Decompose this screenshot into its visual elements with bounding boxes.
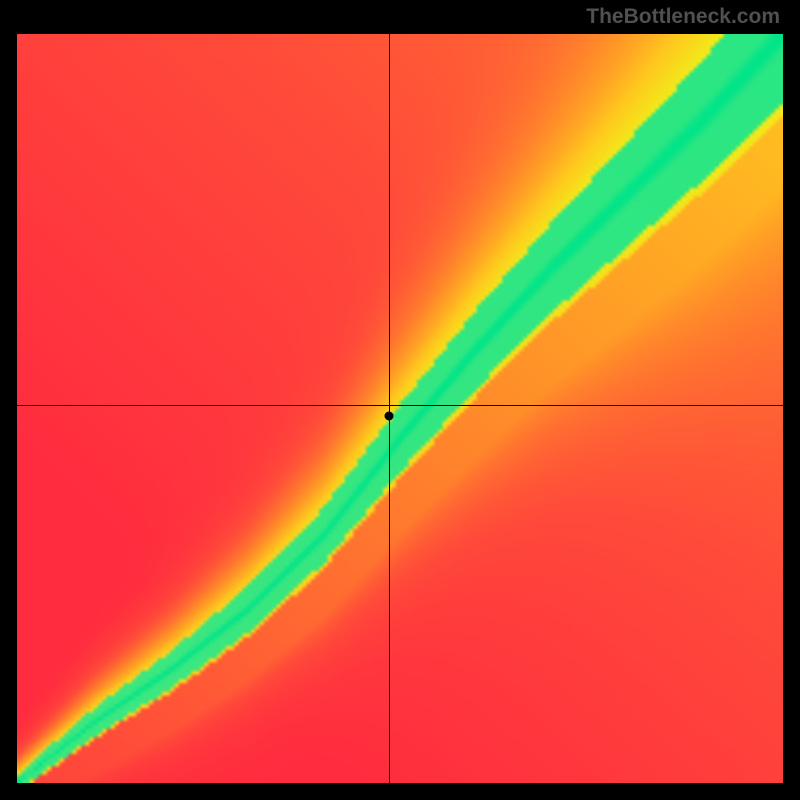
crosshair-horizontal <box>17 405 783 406</box>
plot-area <box>17 34 783 783</box>
heatmap-canvas <box>17 34 783 783</box>
crosshair-marker <box>384 411 393 420</box>
chart-container: TheBottleneck.com <box>0 0 800 800</box>
crosshair-vertical <box>389 34 390 783</box>
watermark-text: TheBottleneck.com <box>586 5 780 29</box>
